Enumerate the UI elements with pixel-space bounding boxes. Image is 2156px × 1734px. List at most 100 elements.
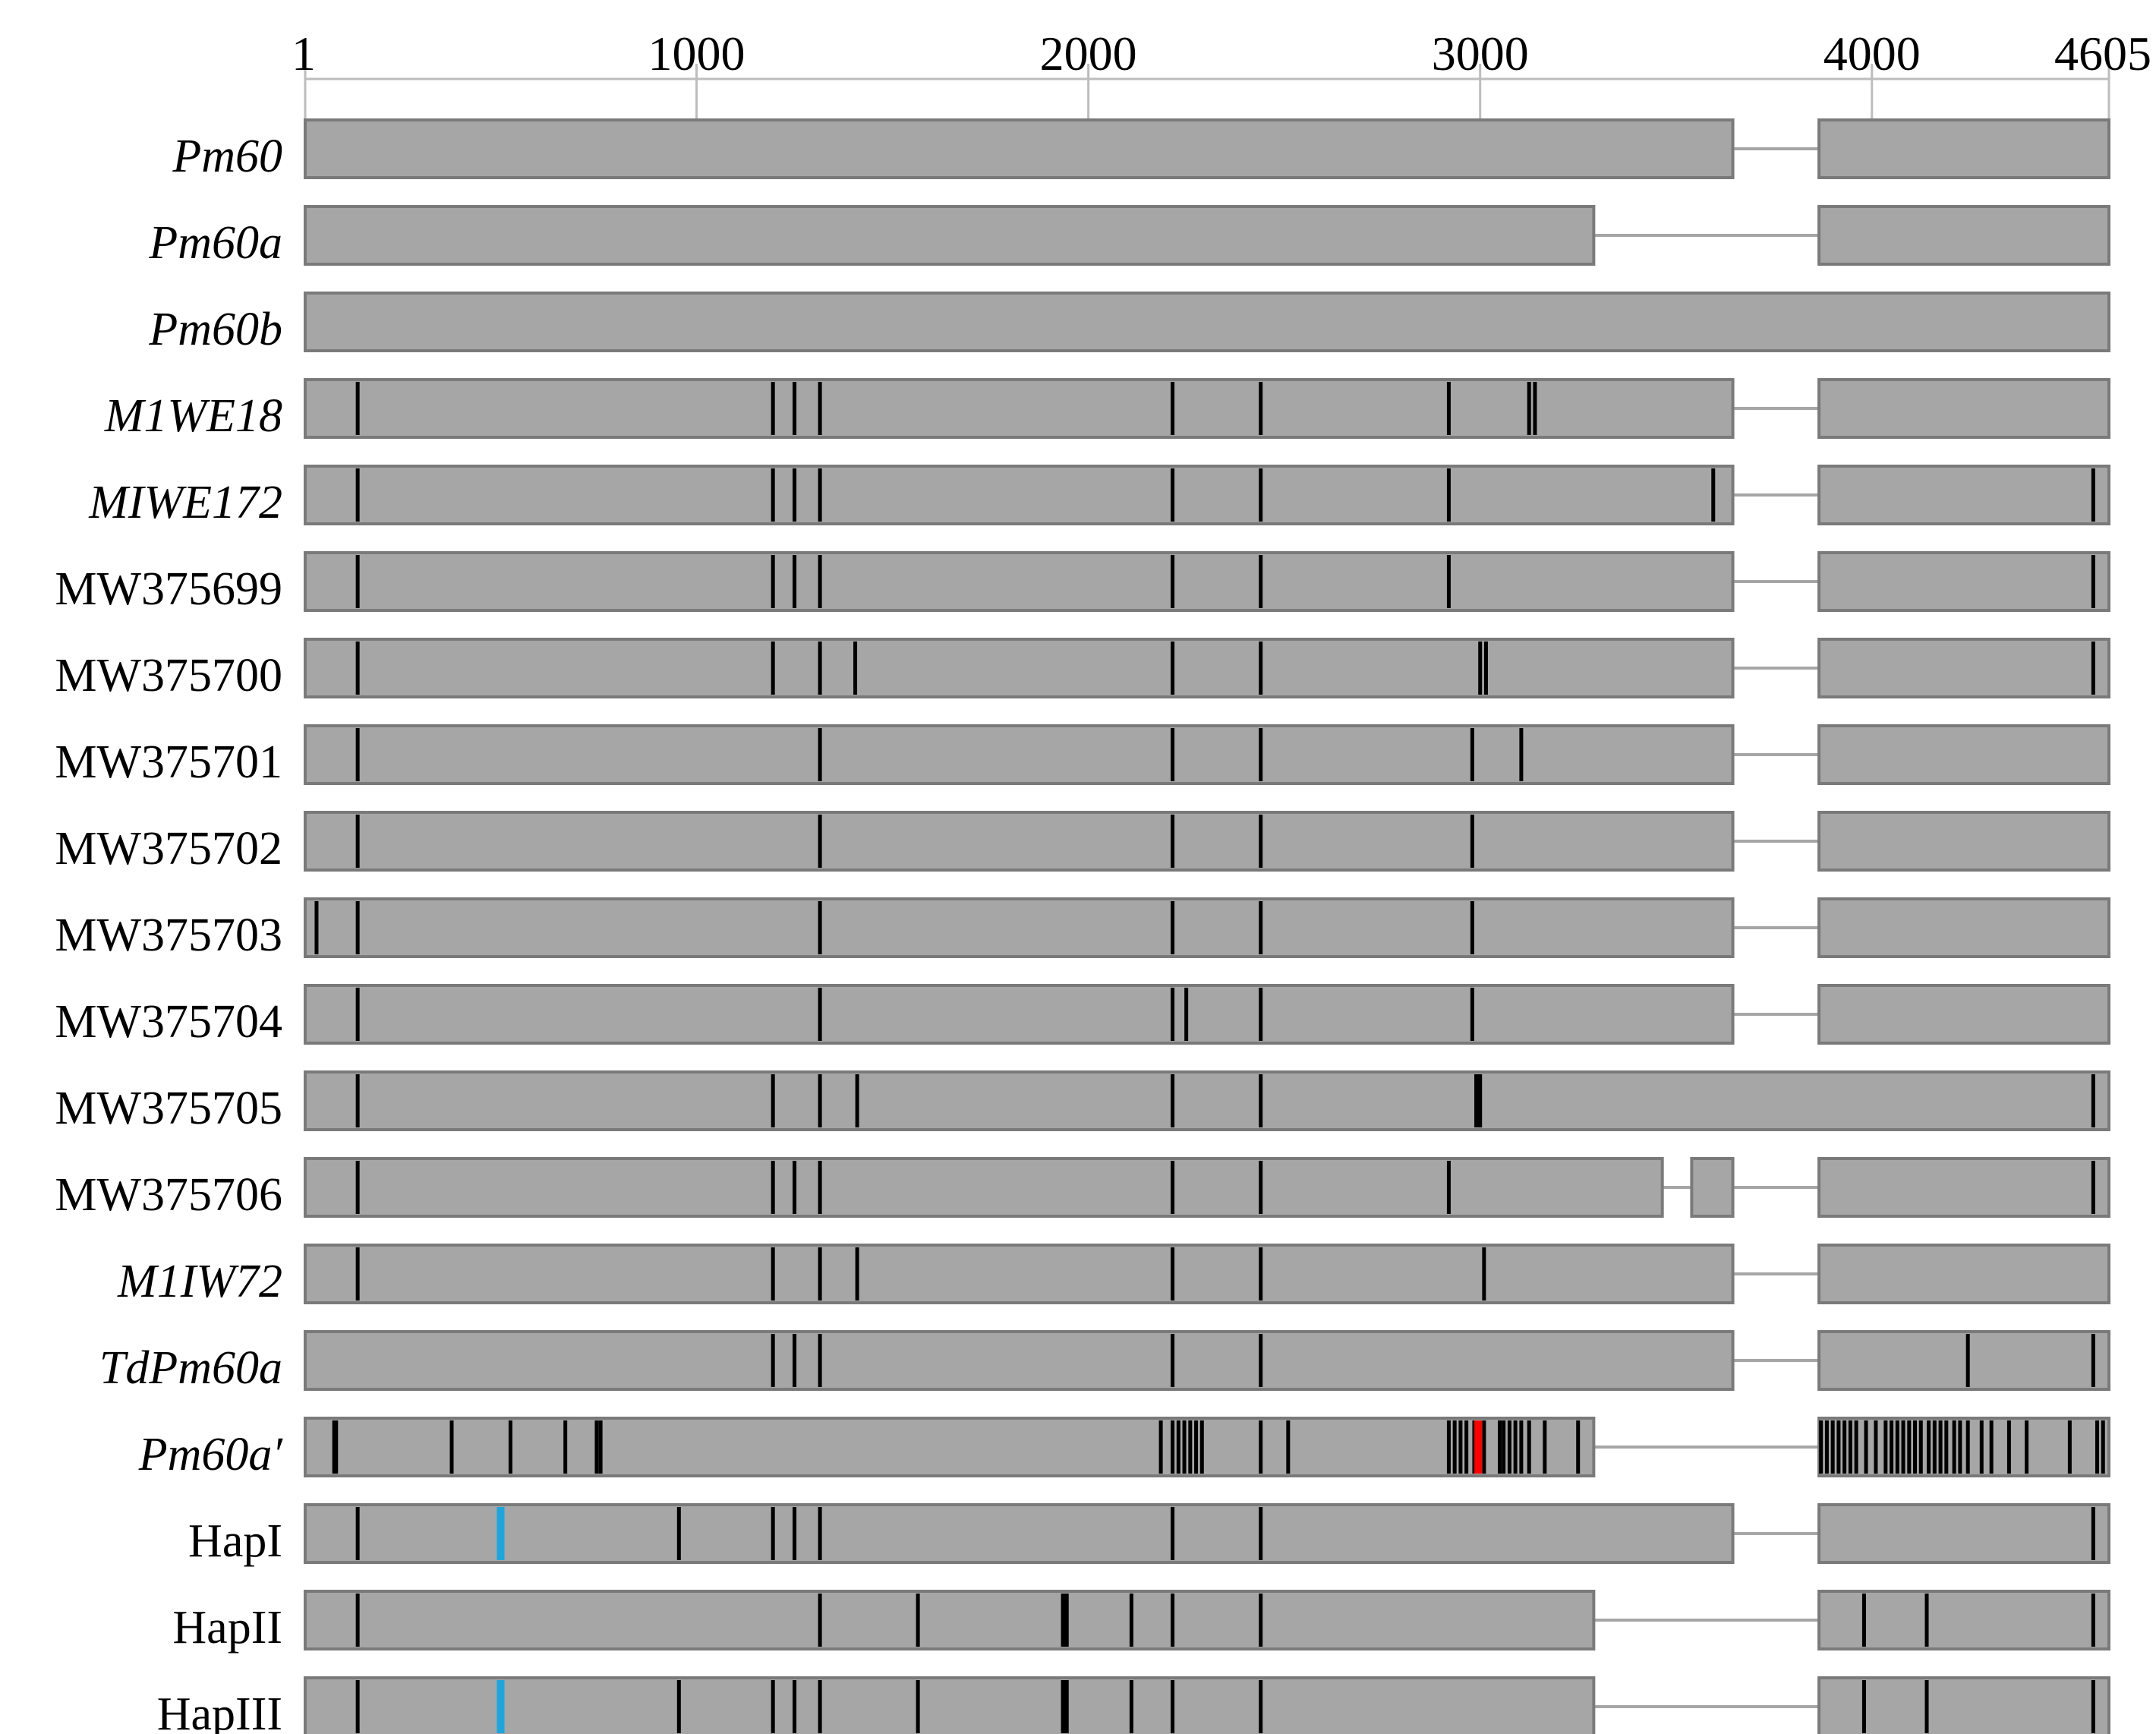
- row-label: MW375700: [55, 650, 282, 701]
- row-label: M1WE18: [104, 390, 282, 442]
- snp-marker: [355, 988, 360, 1041]
- exon-box: [304, 811, 1735, 872]
- snp-marker: [1063, 1680, 1067, 1733]
- row-2: Pm60b: [148, 292, 2110, 355]
- snp-marker: [1907, 1420, 1912, 1474]
- snp-marker: [1129, 1680, 1133, 1733]
- snp-marker: [1129, 1594, 1133, 1647]
- row-label: Pm60: [172, 131, 282, 182]
- snp-marker: [1482, 1420, 1486, 1474]
- row-17: HapII: [172, 1590, 2110, 1654]
- snp-marker: [2091, 1074, 2095, 1127]
- snp-marker: [2091, 642, 2095, 695]
- snp-marker: [1472, 1420, 1477, 1474]
- snp-marker: [1502, 1420, 1506, 1474]
- snp-marker: [1199, 1420, 1204, 1474]
- snp-marker: [818, 468, 822, 522]
- axis-tick-label: 1: [292, 27, 316, 80]
- exon-box: [304, 292, 2110, 352]
- axis-tick-label: 1000: [648, 27, 745, 80]
- snp-marker: [563, 1420, 568, 1474]
- snp-marker: [1543, 1420, 1547, 1474]
- snp-marker: [1259, 988, 1263, 1041]
- snp-marker: [1470, 901, 1474, 954]
- snp-marker: [771, 1680, 775, 1733]
- snp-marker: [1927, 1420, 1931, 1474]
- snp-marker: [355, 1161, 360, 1214]
- snp-marker: [1171, 728, 1175, 781]
- snp-marker: [1171, 1507, 1175, 1560]
- snp-marker: [1194, 1420, 1199, 1474]
- snp-marker: [1836, 1420, 1841, 1474]
- snp-marker: [1188, 1420, 1193, 1474]
- snp-marker: [818, 1161, 822, 1214]
- snp-marker: [1259, 1161, 1263, 1214]
- row-9: MW375703: [55, 897, 2110, 961]
- snp-marker: [1171, 555, 1175, 608]
- axis-tick-label: 4000: [1823, 27, 1921, 80]
- snp-marker: [355, 642, 360, 695]
- snp-marker: [2091, 1507, 2095, 1560]
- snp-marker: [818, 901, 822, 954]
- snp-marker: [793, 1680, 797, 1733]
- snp-marker: [1913, 1420, 1918, 1474]
- snp-marker: [1932, 1420, 1937, 1474]
- snp-marker: [676, 1680, 681, 1733]
- snp-marker: [771, 1161, 775, 1214]
- snp-marker: [793, 1161, 797, 1214]
- exon-box: [1817, 984, 2110, 1045]
- exon-box: [304, 897, 1735, 958]
- snp-marker: [2091, 1334, 2095, 1387]
- row-label: MW375706: [55, 1169, 282, 1221]
- snp-marker: [818, 1680, 822, 1733]
- snp-marker: [793, 555, 797, 608]
- row-5: MW375699: [55, 551, 2110, 615]
- snp-marker: [1965, 1420, 1970, 1474]
- snp-marker: [1259, 468, 1263, 522]
- snp-marker: [818, 382, 822, 435]
- snp-marker: [1063, 1594, 1067, 1647]
- exon-box: [1817, 724, 2110, 785]
- snp-marker: [2006, 1420, 2011, 1474]
- snp-marker: [2091, 468, 2095, 522]
- snp-marker: [771, 1334, 775, 1387]
- red-variant-marker: [1474, 1420, 1483, 1474]
- row-label: MIWE172: [88, 477, 282, 528]
- snp-marker: [793, 1507, 797, 1560]
- snp-marker: [1171, 642, 1175, 695]
- snp-marker: [2025, 1420, 2029, 1474]
- snp-marker: [818, 1247, 822, 1300]
- snp-marker: [1924, 1594, 1929, 1647]
- exon-box: [1817, 1590, 2110, 1650]
- snp-marker: [853, 642, 858, 695]
- snp-marker: [1874, 1420, 1878, 1474]
- snp-marker: [818, 555, 822, 608]
- row-7: MW375701: [55, 724, 2110, 788]
- row-4: MIWE172: [88, 465, 2110, 528]
- snp-marker: [1864, 1420, 1868, 1474]
- row-12: MW375706: [55, 1157, 2110, 1221]
- row-label: M1IW72: [117, 1256, 282, 1307]
- snp-marker: [2101, 1420, 2105, 1474]
- snp-marker: [1259, 1680, 1263, 1733]
- snp-marker: [916, 1680, 920, 1733]
- snp-marker: [1061, 1594, 1065, 1647]
- snp-marker: [1458, 1420, 1463, 1474]
- snp-marker: [1259, 1074, 1263, 1127]
- snp-marker: [2091, 1594, 2095, 1647]
- snp-marker: [1259, 1334, 1263, 1387]
- exon-box: [304, 1676, 1596, 1734]
- snp-marker: [1171, 468, 1175, 522]
- haplotype-rows: Pm60 Pm60a Pm60b M1WE18 MIWE172 MW375699 MW375…: [55, 118, 2110, 1734]
- snp-marker: [1470, 815, 1474, 868]
- axis-tick-label: 4605: [2054, 27, 2151, 80]
- snp-marker: [1171, 1247, 1175, 1300]
- row-3: M1WE18: [104, 378, 2110, 442]
- snp-marker: [355, 1594, 360, 1647]
- snp-marker: [1711, 468, 1716, 522]
- snp-marker: [1483, 642, 1488, 695]
- exon-box: [304, 724, 1735, 785]
- snp-marker: [1576, 1420, 1581, 1474]
- exon-box: [1817, 897, 2110, 958]
